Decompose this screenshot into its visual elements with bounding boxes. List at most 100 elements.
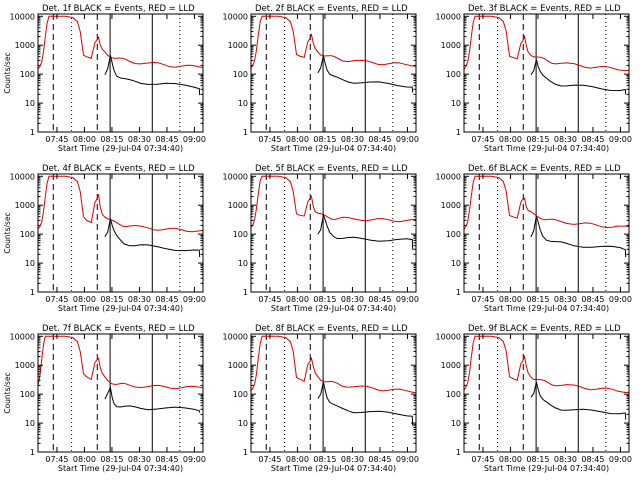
y-tick-label: 10000 xyxy=(223,172,248,181)
y-tick-label: 10000 xyxy=(223,332,248,341)
x-tick-label: 08:15 xyxy=(526,135,549,144)
lld-series-line xyxy=(38,15,203,70)
y-tick-label: 10 xyxy=(25,419,35,428)
x-tick-label: 07:45 xyxy=(471,135,494,144)
events-series-line xyxy=(317,381,414,426)
panel-title: Det. 8f BLACK = Events, RED = LLD xyxy=(255,324,408,334)
x-tick-label: 08:00 xyxy=(286,455,309,464)
x-tick-label: 08:15 xyxy=(526,295,549,304)
x-tick-label: 09:00 xyxy=(396,455,419,464)
x-tick-label: 08:00 xyxy=(499,295,522,304)
y-tick-label: 100 xyxy=(446,390,461,399)
x-tick-label: 07:45 xyxy=(45,295,68,304)
x-tick-label: 08:00 xyxy=(73,295,96,304)
x-tick-label: 08:15 xyxy=(313,135,336,144)
panel-title: Det. 1f BLACK = Events, RED = LLD xyxy=(42,4,195,14)
y-tick-label: 1 xyxy=(456,128,461,137)
lld-series-line xyxy=(464,15,629,72)
y-tick-label: 1 xyxy=(456,288,461,297)
x-tick-label: 08:15 xyxy=(100,455,123,464)
y-tick-label: 10 xyxy=(25,99,35,108)
x-tick-label: 08:15 xyxy=(526,455,549,464)
y-tick-label: 1000 xyxy=(228,361,248,370)
x-tick-label: 08:45 xyxy=(155,295,178,304)
x-tick-label: 07:45 xyxy=(258,295,281,304)
detector-panel-9: Det. 9f BLACK = Events, RED = LLD 1 10 100 1… xyxy=(436,324,632,473)
y-tick-label: 10000 xyxy=(10,172,35,181)
x-tick-label: 09:00 xyxy=(609,455,632,464)
y-tick-label: 100 xyxy=(446,230,461,239)
x-tick-label: 09:00 xyxy=(183,135,206,144)
plot-frame xyxy=(463,173,630,293)
x-tick-label: 08:00 xyxy=(73,135,96,144)
x-tick-label: 09:00 xyxy=(609,295,632,304)
events-series-line xyxy=(104,218,201,258)
x-tick-label: 08:15 xyxy=(100,295,123,304)
x-tick-label: 08:30 xyxy=(341,135,364,144)
y-tick-label: 1000 xyxy=(15,361,35,370)
plot-frame xyxy=(250,173,417,293)
x-tick-label: 07:45 xyxy=(45,135,68,144)
y-tick-label: 10000 xyxy=(223,12,248,21)
y-tick-label: 1 xyxy=(243,448,248,457)
y-tick-label: 10 xyxy=(451,419,461,428)
detector-panel-2: Det. 2f BLACK = Events, RED = LLD 1 10 100 1… xyxy=(223,4,419,153)
x-axis-label: Start Time (29-Jul-04 07:34:40) xyxy=(58,144,183,153)
detector-panel-5: Det. 5f BLACK = Events, RED = LLD 1 10 100 1… xyxy=(223,164,419,313)
detector-panel-7: Det. 7f BLACK = Events, RED = LLD 1 10 100 1… xyxy=(3,324,206,473)
y-tick-label: 100 xyxy=(20,390,35,399)
y-tick-label: 10000 xyxy=(10,332,35,341)
lld-series-line xyxy=(464,335,629,394)
x-tick-label: 08:30 xyxy=(128,295,151,304)
panel-title: Det. 3f BLACK = Events, RED = LLD xyxy=(468,4,621,14)
plot-frame xyxy=(463,333,630,453)
x-axis-label: Start Time (29-Jul-04 07:34:40) xyxy=(271,144,396,153)
x-axis-label: Start Time (29-Jul-04 07:34:40) xyxy=(271,464,396,473)
y-tick-label: 1 xyxy=(30,288,35,297)
x-tick-label: 09:00 xyxy=(183,295,206,304)
x-tick-label: 07:45 xyxy=(471,295,494,304)
x-tick-label: 08:30 xyxy=(554,455,577,464)
plot-frame xyxy=(37,333,204,453)
y-axis-label: Counts/sec xyxy=(3,52,12,93)
x-tick-label: 07:45 xyxy=(471,455,494,464)
lld-series-line xyxy=(464,175,629,230)
y-tick-label: 1 xyxy=(30,128,35,137)
x-tick-label: 08:45 xyxy=(581,455,604,464)
y-tick-label: 10 xyxy=(451,259,461,268)
detector-panel-4: Det. 4f BLACK = Events, RED = LLD 1 10 100 1… xyxy=(3,164,206,313)
lld-series-line xyxy=(38,175,203,233)
y-tick-label: 1000 xyxy=(441,41,461,50)
y-axis-label: Counts/sec xyxy=(3,372,12,413)
x-axis-label: Start Time (29-Jul-04 07:34:40) xyxy=(484,464,609,473)
y-tick-label: 10 xyxy=(238,419,248,428)
y-tick-label: 1000 xyxy=(228,41,248,50)
y-tick-label: 100 xyxy=(233,230,248,239)
detector-panel-8: Det. 8f BLACK = Events, RED = LLD 1 10 100 1… xyxy=(223,324,419,473)
y-tick-label: 1 xyxy=(243,128,248,137)
lld-series-line xyxy=(251,175,416,228)
panel-title: Det. 5f BLACK = Events, RED = LLD xyxy=(255,164,408,174)
lld-series-line xyxy=(251,335,416,394)
x-tick-label: 09:00 xyxy=(183,455,206,464)
x-tick-label: 08:15 xyxy=(313,295,336,304)
events-series-line xyxy=(317,212,414,250)
y-tick-label: 100 xyxy=(233,70,248,79)
plot-frame xyxy=(463,13,630,133)
x-tick-label: 08:15 xyxy=(313,455,336,464)
events-series-line xyxy=(530,59,627,95)
y-tick-label: 1 xyxy=(456,448,461,457)
x-axis-label: Start Time (29-Jul-04 07:34:40) xyxy=(484,144,609,153)
x-tick-label: 08:00 xyxy=(286,135,309,144)
y-tick-label: 1 xyxy=(243,288,248,297)
x-tick-label: 09:00 xyxy=(396,135,419,144)
x-tick-label: 08:45 xyxy=(368,455,391,464)
y-tick-label: 1000 xyxy=(441,201,461,210)
y-tick-label: 100 xyxy=(20,70,35,79)
detector-panel-6: Det. 6f BLACK = Events, RED = LLD 1 10 100 1… xyxy=(436,164,632,313)
plot-frame xyxy=(250,333,417,453)
x-tick-label: 08:45 xyxy=(581,135,604,144)
x-tick-label: 08:30 xyxy=(128,455,151,464)
x-tick-label: 08:30 xyxy=(554,295,577,304)
